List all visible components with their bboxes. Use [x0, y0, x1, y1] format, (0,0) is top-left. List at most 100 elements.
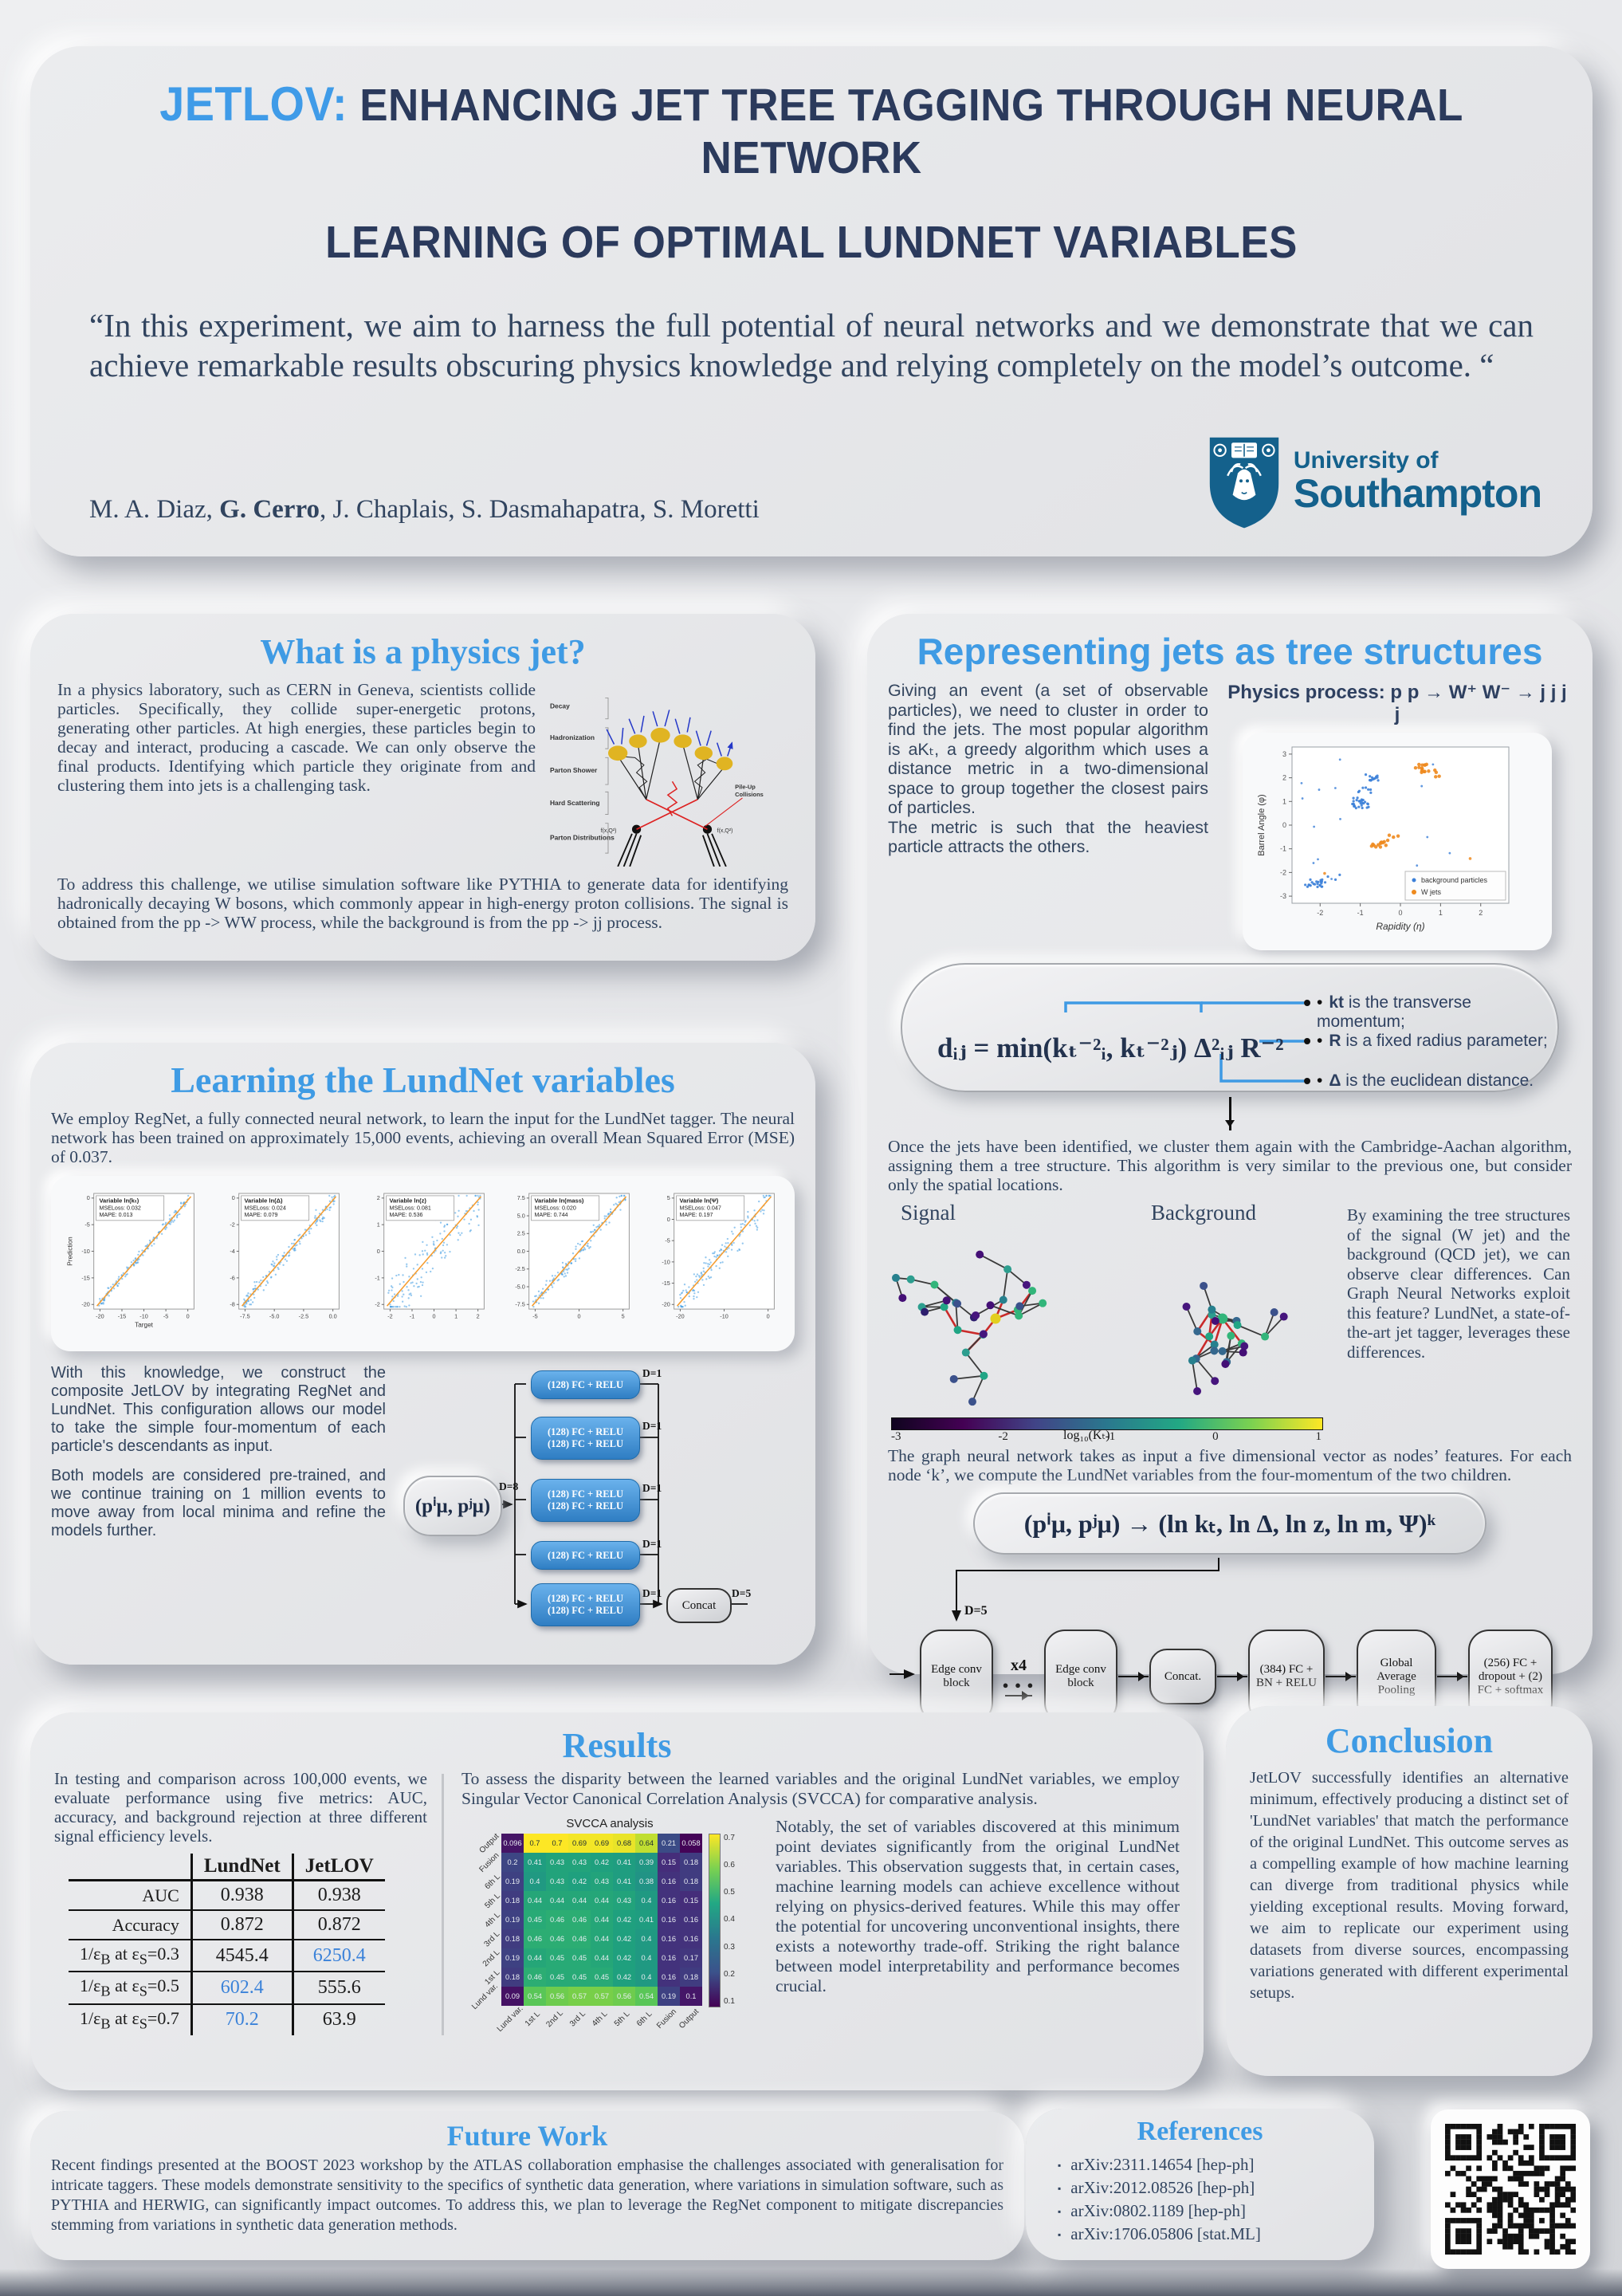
fc-relu-box: (128) FC + RELU: [531, 1541, 640, 1570]
poster-title-line2: LEARNING OF OPTIMAL LUNDNET VARIABLES: [325, 217, 1298, 268]
svg-text:-5: -5: [665, 1237, 670, 1244]
rapidity-scatter-panel: -2 -1 0 1 2 -3 -2 -1 0 1 2 3 Rapidity (η) Barrel Angl…: [1243, 733, 1552, 950]
rapidity-scatter-plot: -2 -1 0 1 2 -3 -2 -1 0 1 2 3 Rapidity (η) Barrel Angl…: [1257, 746, 1510, 932]
svg-text:0: 0: [86, 1194, 89, 1201]
svg-text:-1: -1: [1357, 909, 1364, 917]
university-logo: University of Southampton: [1206, 434, 1542, 529]
svg-text:MSELoss: 0.047: MSELoss: 0.047: [679, 1205, 721, 1211]
svg-text:1: 1: [454, 1313, 458, 1320]
heatmap-colorbar-ticks: 0.7 0.6 0.5 0.4 0.3 0.2 0.1: [724, 1834, 735, 2006]
concat-block: Concat.: [1149, 1649, 1216, 1704]
d1-label: D=1: [642, 1538, 662, 1550]
svg-text:-5.0: -5.0: [269, 1313, 279, 1320]
svg-text:5: 5: [621, 1313, 624, 1320]
reference-item: arXiv:1706.05806 [stat.ML]: [1058, 2223, 1350, 2246]
svg-text:Variable ln(kₜ): Variable ln(kₜ): [99, 1197, 139, 1205]
svg-text:0: 0: [376, 1248, 379, 1255]
lundnet-learning-card: Learning the LundNet variables We employ…: [30, 1043, 815, 1665]
conclusion-title: Conclusion: [1325, 1721, 1494, 1760]
signal-label: Signal: [901, 1201, 956, 1225]
tree-colorbar-ticks: -3 -2 -1 0 1: [891, 1430, 1322, 1443]
conclusion-card: Conclusion JetLOV successfully identifie…: [1226, 1706, 1593, 2076]
arrow-icon: [1437, 1672, 1467, 1681]
svg-text:Parton Distributions: Parton Distributions: [550, 833, 615, 841]
notably-paragraph: Notably, the set of variables discovered…: [776, 1817, 1180, 1995]
regnet-diagram: (pⁱμ, pʲμ) D=8 (128) FC + RELU (128) FC …: [403, 1364, 778, 1645]
svg-text:-2: -2: [387, 1313, 392, 1320]
svg-text:2: 2: [376, 1194, 379, 1201]
fc-relu-box: (128) FC + RELU (128) FC + RELU: [531, 1417, 640, 1460]
svg-text:f(x,Q²): f(x,Q²): [717, 828, 733, 834]
svg-text:MAPE: 0.079: MAPE: 0.079: [244, 1212, 277, 1218]
table-row: Accuracy 0.872 0.872: [69, 1910, 385, 1940]
d1-label: D=1: [642, 1367, 662, 1379]
fc-relu-box: (128) FC + RELU: [531, 1370, 640, 1399]
svg-text:3: 3: [1282, 750, 1286, 758]
svg-text:MAPE: 0.536: MAPE: 0.536: [389, 1212, 422, 1218]
svg-text:-5.0: -5.0: [515, 1283, 525, 1290]
future-work-card: Future Work Recent findings presented at…: [30, 2111, 1024, 2260]
svg-text:MSELoss: 0.020: MSELoss: 0.020: [534, 1205, 575, 1211]
svg-text:-5: -5: [163, 1313, 167, 1320]
svg-text:0: 0: [766, 1313, 769, 1320]
distance-formula-box: dᵢⱼ = min(kₜ⁻²ᵢ, kₜ⁻²ⱼ) Δ²ᵢⱼ R⁻² kt is t…: [901, 963, 1559, 1092]
table-row: 1/εB at εS=0.3 4545.4 6250.4: [69, 1940, 385, 1973]
svg-text:0: 0: [577, 1313, 580, 1320]
svg-text:0.0: 0.0: [328, 1313, 336, 1320]
lundnet-learning-title: Learning the LundNet variables: [171, 1060, 675, 1100]
svg-text:Variable ln(mass): Variable ln(mass): [534, 1197, 583, 1205]
svg-text:-10: -10: [81, 1248, 89, 1255]
kt-bullet: kt is the transverse momentum;: [1317, 993, 1548, 1032]
background-label: Background: [1151, 1201, 1256, 1225]
jet-cascade-diagram: Decay Hadronization Parton Shower Hard S…: [550, 697, 764, 867]
delta-bullet: Δ is the euclidean distance.: [1317, 1071, 1548, 1091]
tree-colorbar: [891, 1417, 1323, 1430]
svg-text:-10: -10: [139, 1313, 147, 1320]
physics-process-label: Physics process: p p → W⁺ W⁻ → j j j j: [1227, 682, 1567, 725]
svg-text:-20: -20: [662, 1301, 670, 1308]
r-bullet: R is a fixed radius parameter;: [1317, 1032, 1548, 1051]
col-lundnet: LundNet: [191, 1854, 294, 1881]
tree-colorbar-label: log₁₀(Kₜ): [1063, 1429, 1110, 1442]
edge-conv-block: Edge conv block: [920, 1630, 993, 1724]
svcca-paragraph: To assess the disparity between the lear…: [461, 1769, 1180, 1808]
svg-text:Barrel Angle (φ): Barrel Angle (φ): [1257, 794, 1267, 855]
arrow-icon: [1005, 1691, 1032, 1700]
svg-text:-20: -20: [676, 1313, 684, 1320]
svg-text:Prediction: Prediction: [66, 1236, 73, 1266]
fc-relu-box: (128) FC + RELU (128) FC + RELU: [531, 1583, 640, 1626]
svg-text:Collisions: Collisions: [735, 791, 764, 798]
svg-text:-1: -1: [1280, 845, 1286, 853]
svg-text:-2: -2: [1317, 909, 1323, 917]
tree-structures-title: Representing jets as tree structures: [917, 631, 1543, 672]
background-tree-graph: [1182, 1281, 1288, 1395]
references-list: arXiv:2311.14654 [hep-ph] arXiv:2012.085…: [1058, 2153, 1350, 2246]
physics-jet-title: What is a physics jet?: [260, 632, 586, 671]
svg-text:f(x,Q²): f(x,Q²): [601, 828, 617, 834]
svg-text:-2: -2: [230, 1221, 234, 1229]
arrow-icon: [1217, 1672, 1247, 1681]
university-name: University of Southampton: [1293, 447, 1542, 516]
svg-text:5: 5: [666, 1194, 670, 1201]
gnn-input-paragraph: The graph neural network takes as input …: [888, 1446, 1572, 1484]
svg-text:-20: -20: [96, 1313, 104, 1320]
table-row: 1/εB at εS=0.7 70.2 63.9: [69, 2003, 385, 2036]
jet-trees-figure: Signal Background By examining the tree …: [888, 1201, 1572, 1443]
clustering-paragraph: Giving an event (a set of observable par…: [888, 681, 1208, 856]
svg-text:-5: -5: [84, 1221, 89, 1229]
reference-item: arXiv:0802.1189 [hep-ph]: [1058, 2200, 1350, 2223]
svg-text:Parton Shower: Parton Shower: [550, 766, 598, 774]
d1-label: D=1: [642, 1587, 662, 1599]
university-shield-icon: [1209, 437, 1279, 529]
results-table: LundNet JetLOV AUC 0.938 0.938 Accuracy 0.8…: [69, 1854, 385, 2036]
reference-item: arXiv:2012.08526 [hep-ph]: [1058, 2176, 1350, 2200]
regnet-concat: Concat: [666, 1588, 732, 1623]
dij-formula: dᵢⱼ = min(kₜ⁻²ᵢ, kₜ⁻²ⱼ) Δ²ᵢⱼ R⁻²: [937, 1032, 1284, 1063]
heatmap-row-labels: Output Fusion 6th L 5th L 4th L 3rd L 2nd L 1st…: [469, 1831, 502, 2011]
tree-structures-card: Representing jets as tree structures Giv…: [867, 614, 1593, 1736]
svcca-heatmap: SVCCA analysis Output Fusion 6th L 5th L 4th…: [461, 1817, 758, 2035]
svg-text:-15: -15: [662, 1280, 670, 1287]
svg-text:MSELoss: 0.032: MSELoss: 0.032: [99, 1205, 140, 1211]
svg-text:1: 1: [376, 1221, 379, 1229]
